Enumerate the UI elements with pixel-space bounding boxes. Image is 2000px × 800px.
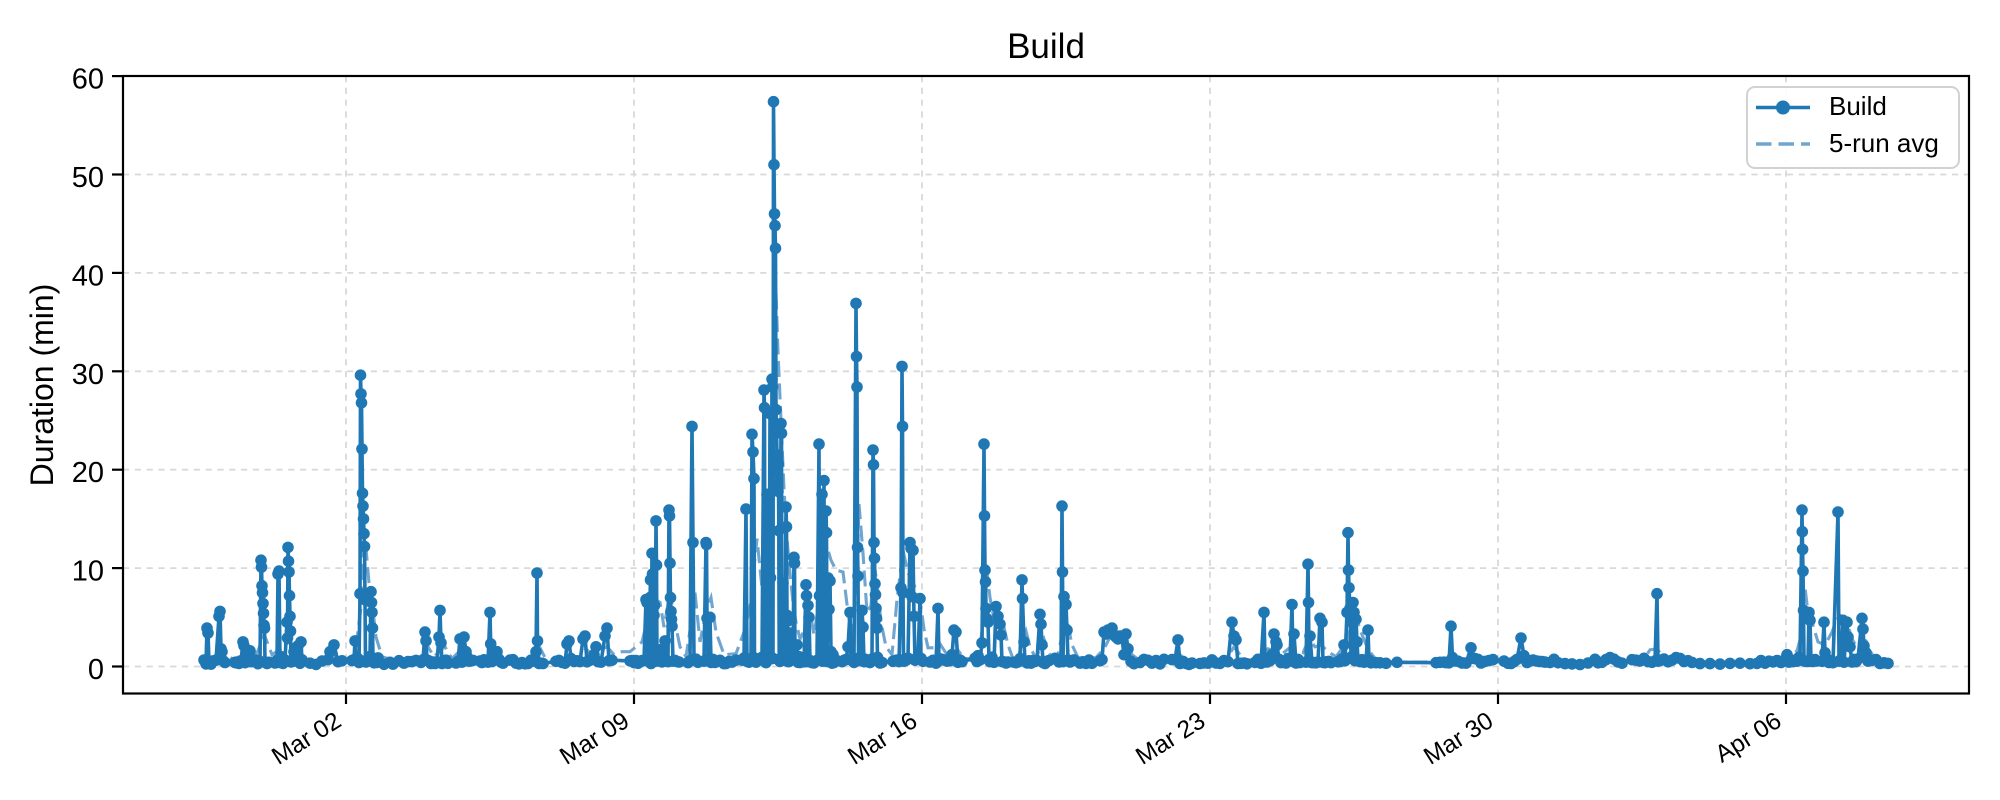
- svg-text:Build: Build: [1007, 27, 1085, 66]
- svg-text:60: 60: [72, 64, 104, 96]
- svg-text:10: 10: [72, 556, 104, 588]
- svg-text:30: 30: [72, 359, 104, 391]
- svg-text:50: 50: [72, 162, 104, 194]
- svg-text:5-run avg: 5-run avg: [1829, 128, 1939, 158]
- svg-text:Build: Build: [1829, 91, 1887, 121]
- svg-text:20: 20: [72, 457, 104, 489]
- svg-text:Duration (min): Duration (min): [24, 284, 60, 487]
- svg-text:40: 40: [72, 260, 104, 292]
- svg-text:0: 0: [88, 654, 104, 686]
